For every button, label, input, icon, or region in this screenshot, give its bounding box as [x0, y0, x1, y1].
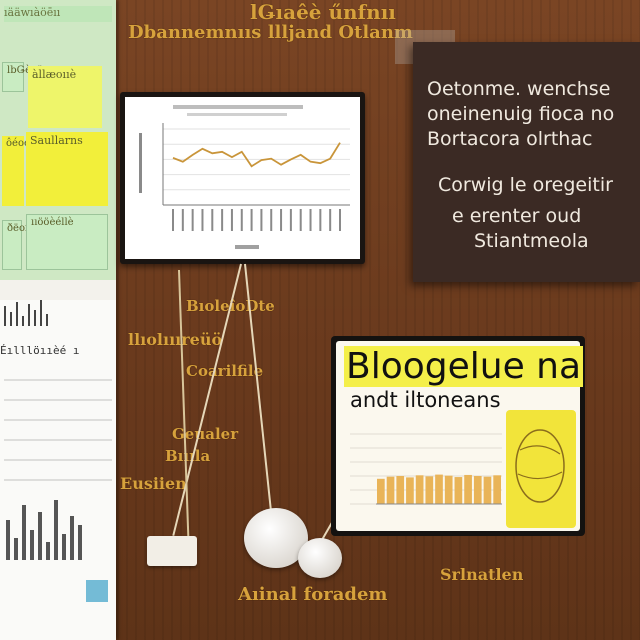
- dark-card-line-2: oneinenuig fioca no: [427, 103, 615, 125]
- mini-chart-bar: [435, 474, 443, 504]
- left-sheet-bar: [70, 516, 74, 560]
- sheet-tick-marks: [4, 300, 48, 326]
- chart-x-tick-label: [211, 209, 214, 231]
- dark-card-line-4: Corwig le oregeitir: [438, 174, 613, 196]
- bright-card-sticker: [506, 410, 576, 528]
- line-chart: [139, 105, 350, 249]
- left-sheet-heading: Éılllöııèé ı: [0, 344, 80, 357]
- chart-x-tick-label: [329, 209, 332, 231]
- left-sheet-bar: [46, 542, 50, 560]
- pendant-disc-small: [298, 538, 342, 578]
- line-chart-paper: [125, 97, 360, 259]
- left-sheet-bar: [78, 525, 82, 560]
- mini-chart-bar: [493, 475, 501, 504]
- mini-chart-bar: [396, 476, 405, 504]
- mini-chart-bar: [473, 476, 482, 504]
- note-6: ııööèéllè: [26, 214, 108, 270]
- chart-x-tick-label: [280, 209, 283, 231]
- mini-chart-bar: [415, 475, 424, 504]
- wall-scribble-header: Dbannemnııs llljand Otlanm: [128, 22, 413, 43]
- chart-x-tick-label: [221, 209, 224, 231]
- line-chart-frame: [120, 92, 365, 264]
- wall-scribble-5: Coarilfile: [186, 362, 264, 380]
- bright-card-subtitle: andt iltoneans: [350, 388, 501, 412]
- dark-card-line-6: Stiantmeola: [474, 230, 589, 252]
- chart-x-tick-label: [299, 209, 302, 231]
- left-sheet-bar: [62, 534, 66, 560]
- chart-x-tick-label: [191, 209, 194, 231]
- mini-chart-bar: [454, 477, 463, 504]
- pendant-disc-large: [244, 508, 308, 568]
- mini-chart-bar: [483, 476, 492, 504]
- left-sheet-bar: [6, 520, 10, 560]
- left-sheet-bar: [38, 512, 42, 560]
- chart-x-tick-label: [181, 209, 184, 231]
- chart-y-axis-label: [139, 133, 142, 193]
- note-1: lbǤèeë: [2, 62, 43, 92]
- note-2: àllæoııè: [28, 66, 102, 128]
- chart-x-axis-label: [235, 245, 259, 249]
- chart-x-tick-label: [201, 209, 204, 231]
- pendant-box: [147, 536, 197, 566]
- chart-x-tick-label: [339, 209, 341, 231]
- left-sheet-bar: [54, 500, 58, 560]
- wall-scribble-6: Geualer: [172, 425, 239, 443]
- wall-scribble-top: lǤıaêè űnfnıı: [250, 0, 396, 24]
- wall-scribble-7: Bıııla: [165, 447, 211, 465]
- dark-card-line-5: e erenter oud: [452, 205, 582, 227]
- note-5: ðëoıııèö: [2, 220, 47, 270]
- left-sheet-chart: [4, 379, 112, 602]
- left-sheet-bar: [14, 538, 18, 560]
- mini-chart-bar: [425, 476, 434, 504]
- bright-card-bar-chart: [350, 433, 502, 505]
- chart-x-tick-label: [260, 209, 263, 231]
- left-paper-column: ıääwıàöēıı lbǤèeë àllæoııè ôéoéııııè Sau…: [0, 0, 116, 640]
- chart-x-tick-label: [240, 209, 243, 231]
- mini-chart-bar: [444, 475, 453, 504]
- chart-series-line: [172, 142, 341, 168]
- chart-x-tick-label: [289, 209, 292, 231]
- left-sheet-bar: [22, 505, 26, 560]
- note-4: Saullarns: [26, 132, 108, 206]
- dark-info-card: [413, 42, 640, 282]
- wall-scribble-bottom: Aıinal foradem: [238, 584, 388, 605]
- dark-card-line-1: Oetonme. wenchse: [427, 78, 611, 100]
- mini-chart-bar: [464, 474, 472, 504]
- bright-card-title: Bloogelue na: [344, 346, 584, 387]
- chart-x-tick-label: [319, 209, 322, 231]
- chart-x-tick-label: [309, 209, 312, 231]
- doodle-icon: [515, 429, 565, 503]
- chart-x-tick-label: [230, 209, 233, 231]
- wall-scribble-4: llıolıııreüö: [128, 330, 223, 349]
- mini-chart-bar: [377, 478, 385, 504]
- chart-x-tick-label: [172, 209, 174, 231]
- chart-x-tick-label: [270, 209, 273, 231]
- left-sheet-badge: [86, 580, 108, 602]
- note-3: ôéoéııııè: [2, 136, 49, 206]
- mini-chart-bar: [406, 477, 414, 504]
- mini-chart-bar: [386, 476, 395, 504]
- wall-scribble-9: Srlnatlen: [440, 565, 524, 584]
- dark-card-line-3: Bortacora olrthac: [427, 128, 593, 150]
- left-sheet-bar: [30, 530, 34, 560]
- wall-scribble-8: Eusiien: [120, 474, 187, 493]
- chart-subtitle-scribble: [187, 113, 287, 116]
- left-panel-title: ıääwıàöēıı: [4, 6, 112, 22]
- chart-title-scribble: [173, 105, 303, 109]
- chart-x-tick-label: [250, 209, 253, 231]
